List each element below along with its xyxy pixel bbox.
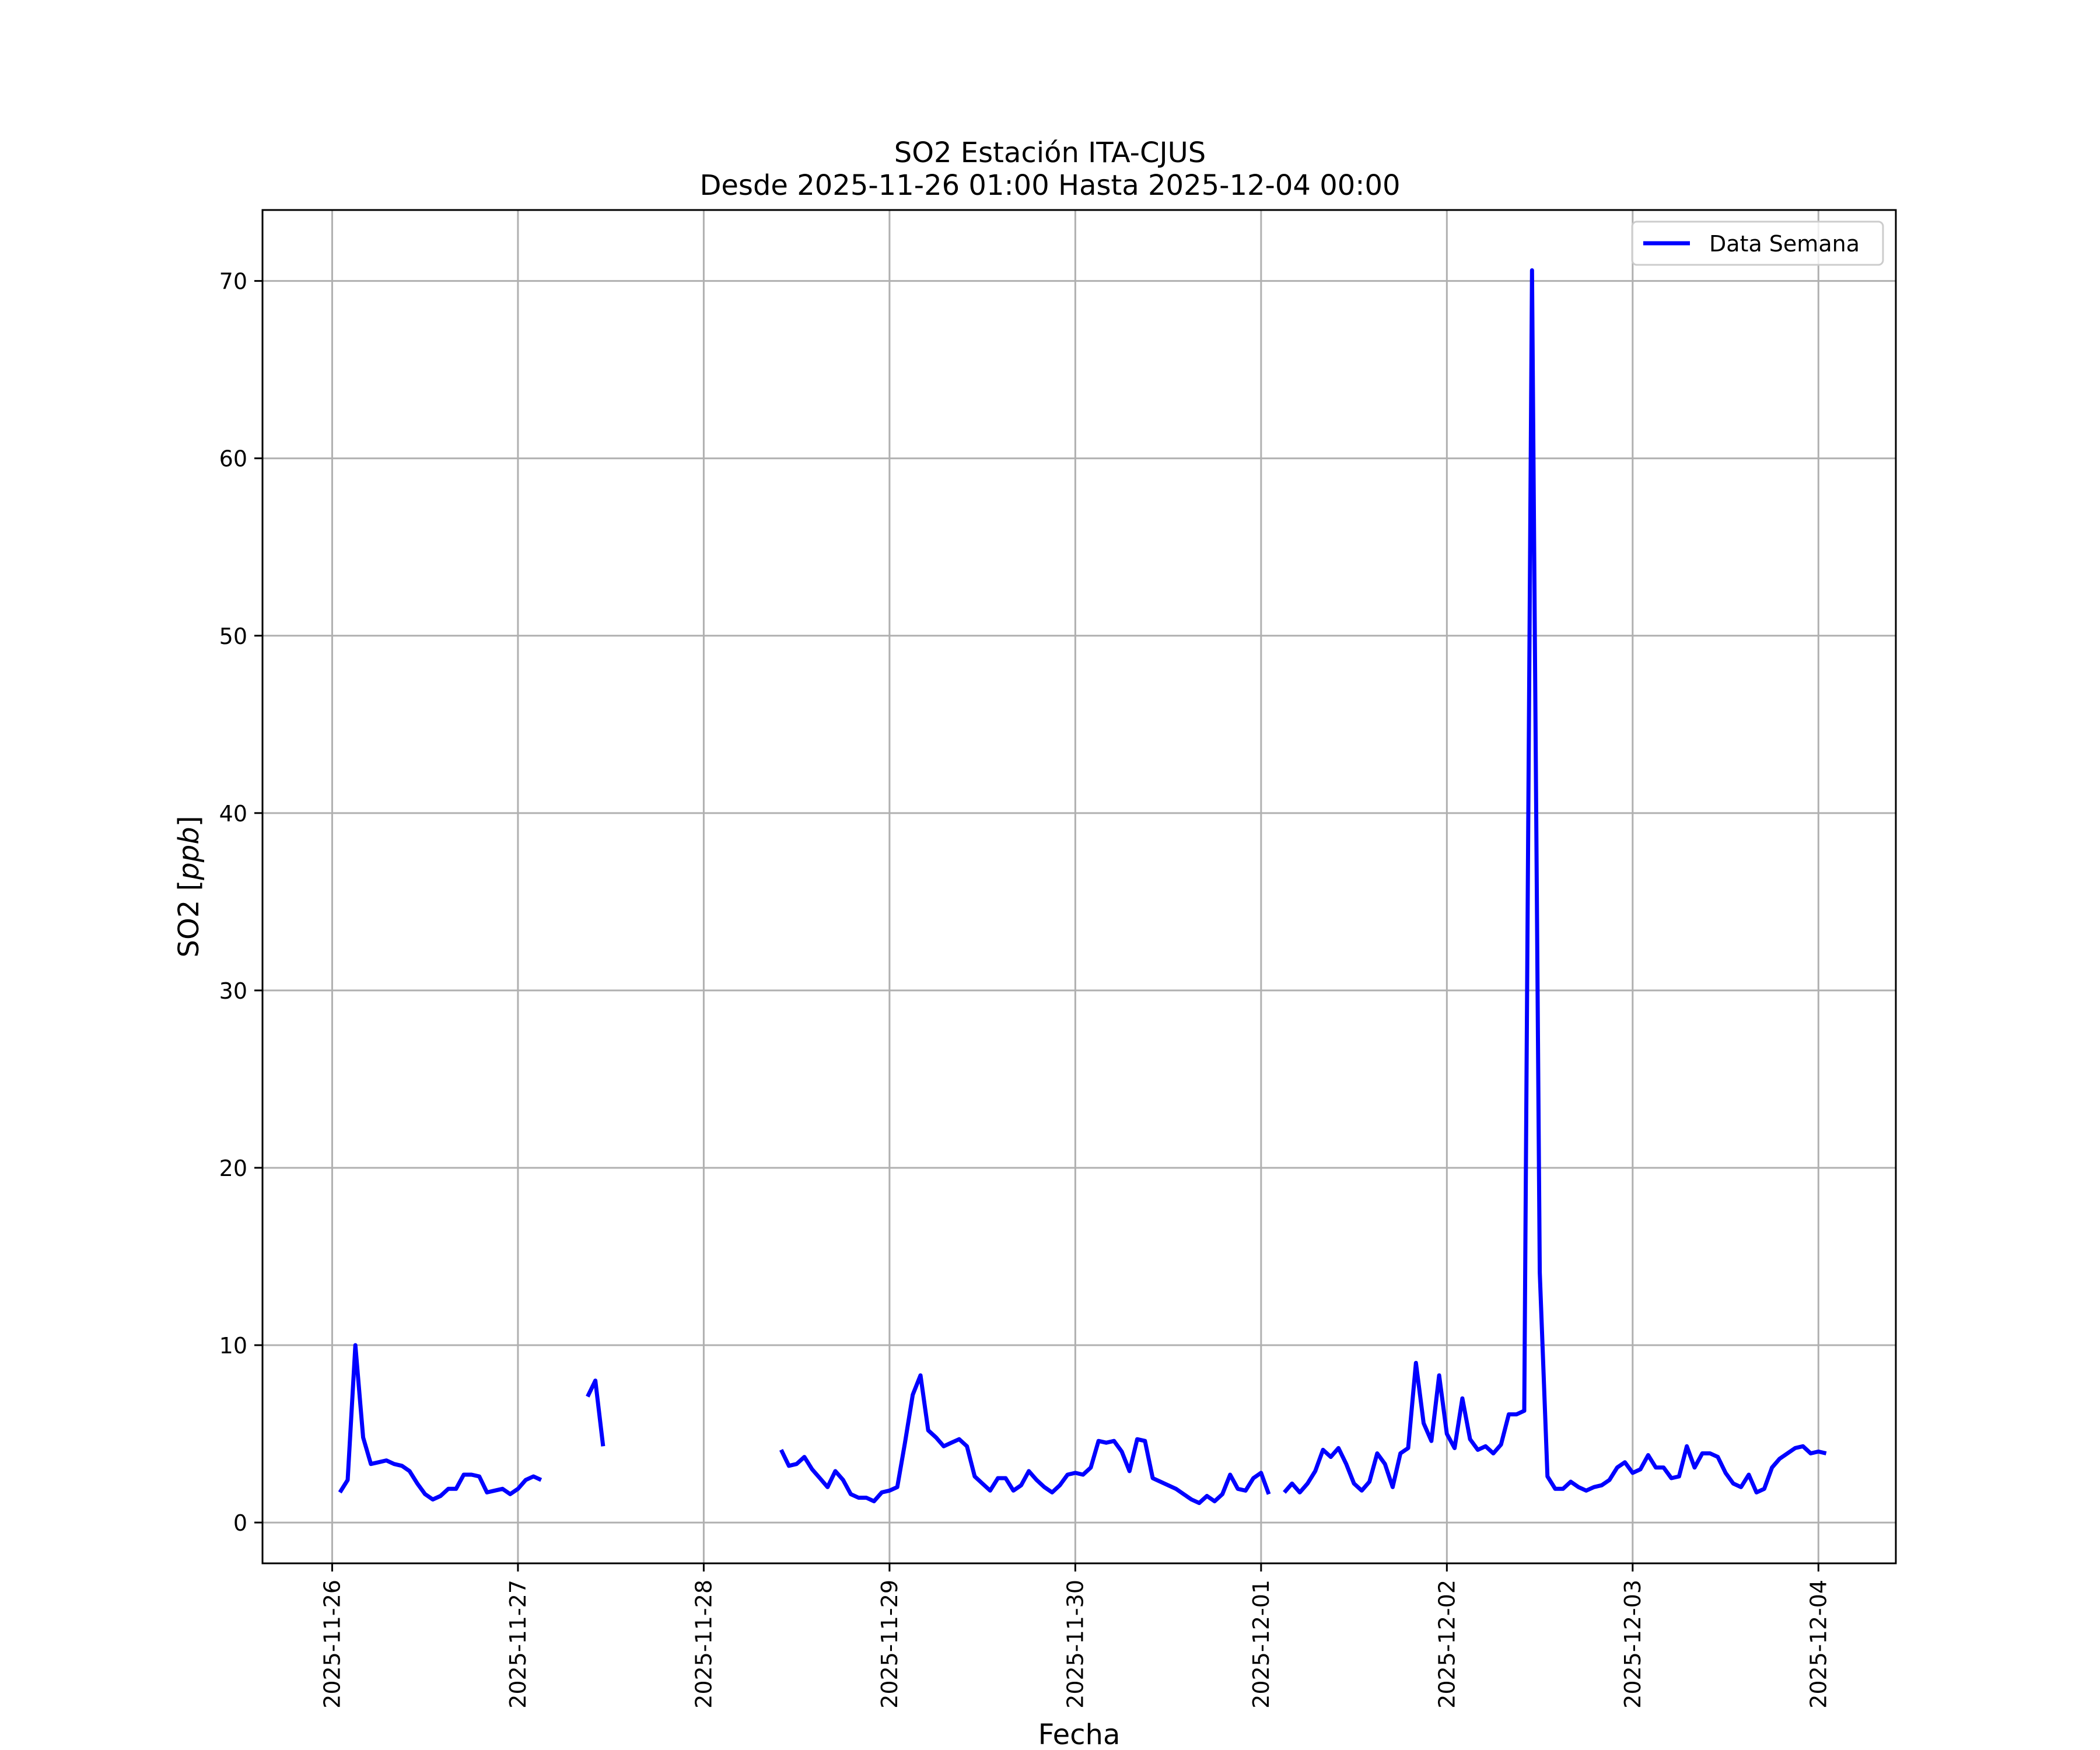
x-tick-label: 2025-11-26	[319, 1580, 345, 1709]
y-axis-label-close: ]	[173, 816, 205, 827]
y-axis-label-unit: ppb	[173, 827, 205, 880]
y-axis-label-text: SO2 [	[173, 880, 205, 958]
chart-subtitle: Desde 2025-11-26 01:00 Hasta 2025-12-04 …	[699, 169, 1400, 202]
y-tick-label: 40	[219, 801, 247, 827]
x-tick-label: 2025-11-27	[505, 1580, 531, 1709]
y-tick-label: 30	[219, 978, 247, 1004]
y-tick-label: 10	[219, 1333, 247, 1359]
y-tick-label: 70	[219, 269, 247, 295]
series-line-segment	[779, 1373, 1271, 1506]
x-tick-label: 2025-12-03	[1620, 1580, 1646, 1709]
series-layer	[338, 268, 1827, 1506]
x-axis-label: Fecha	[1038, 1718, 1121, 1750]
series-line-segment	[338, 1343, 542, 1502]
x-tick-label: 2025-11-28	[691, 1580, 716, 1709]
plot-frame	[261, 209, 1897, 1564]
x-tick-label: 2025-12-02	[1434, 1580, 1460, 1709]
y-axis-label: SO2 [ppb]	[173, 816, 205, 958]
chart-title: SO2 Estación ITA-CJUS	[894, 136, 1206, 169]
grid-lines	[262, 210, 1896, 1563]
series-line-segment	[586, 1378, 606, 1447]
y-tick-label: 20	[219, 1156, 247, 1181]
axis-ticks: 2025-11-26 2025-11-27 2025-11-28 2025-11-29…	[219, 269, 1832, 1709]
series-line-segment	[1283, 268, 1827, 1494]
legend-label: Data Semana	[1709, 231, 1860, 257]
x-tick-label: 2025-11-30	[1062, 1580, 1088, 1709]
x-tick-label: 2025-12-01	[1248, 1580, 1274, 1709]
y-tick-label: 60	[219, 446, 247, 472]
legend: Data Semana	[1631, 220, 1884, 266]
x-tick-label: 2025-11-29	[877, 1580, 902, 1709]
y-tick-label: 0	[233, 1510, 247, 1536]
x-tick-label: 2025-12-04	[1805, 1580, 1831, 1709]
y-tick-label: 50	[219, 624, 247, 649]
legend-box	[1631, 220, 1884, 266]
